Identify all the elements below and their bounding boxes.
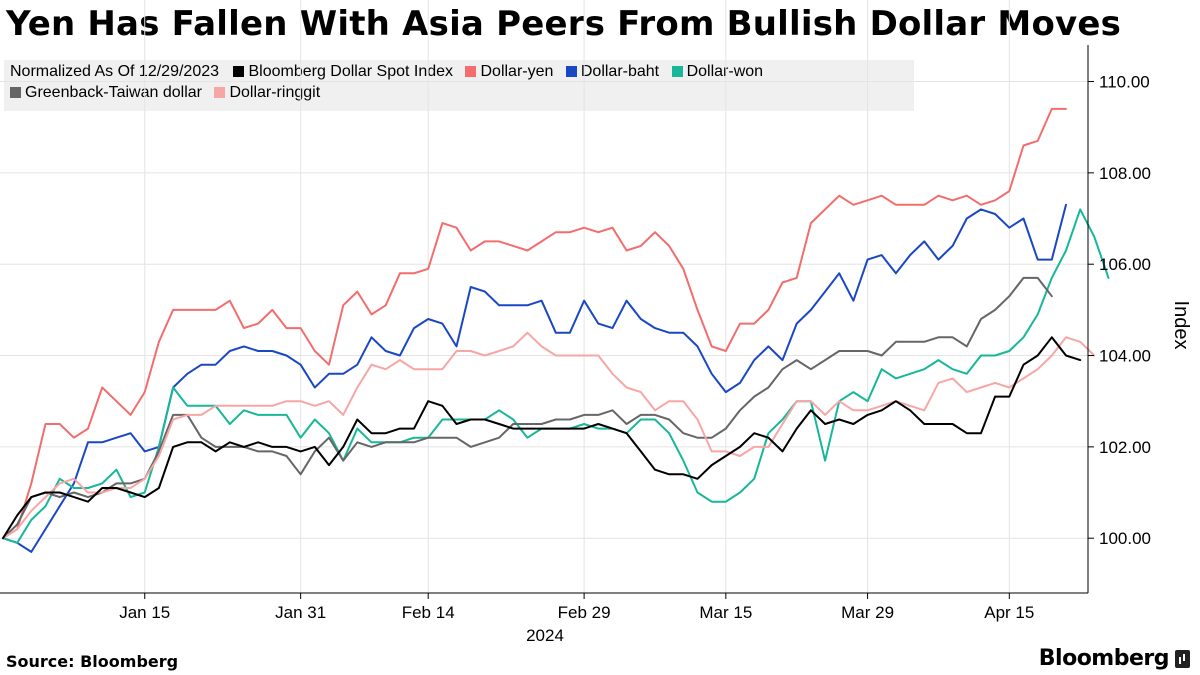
gridlines xyxy=(0,0,1088,593)
series-line-greenback-taiwan-dollar xyxy=(2,276,1053,540)
y-tick-label: 110.00 xyxy=(1099,73,1150,92)
y-tick-label: 100.00 xyxy=(1099,529,1151,548)
x-tick-label: Feb 29 xyxy=(558,603,611,622)
legend-item-taiwan-dollar: Greenback-Taiwan dollar xyxy=(10,84,202,102)
x-tick-label: Jan 15 xyxy=(119,603,170,622)
x-tick-label: Apr 15 xyxy=(984,603,1034,622)
y-tick-label: 104.00 xyxy=(1099,347,1151,366)
y-axis-label: Index xyxy=(1170,301,1192,350)
series-lines xyxy=(2,107,1110,553)
x-tick-label: Mar 29 xyxy=(841,603,894,622)
legend-item-dollar-spot: Bloomberg Dollar Spot Index xyxy=(233,63,453,81)
x-tick-label: Feb 14 xyxy=(402,603,455,622)
y-tick-label: 108.00 xyxy=(1099,164,1151,183)
axes: 100.00 102.00 104.00 106.00 108.00 110.00 Jan … xyxy=(0,45,1192,645)
legend-item-dollar-yen: Dollar-yen xyxy=(465,63,553,81)
series-line-dollar-won xyxy=(2,208,1110,544)
series-line-bloomberg-dollar-spot-index xyxy=(2,336,1082,540)
legend-label-dollar-spot: Bloomberg Dollar Spot Index xyxy=(248,63,454,80)
chart-title: Yen Has Fallen With Asia Peers From Bull… xyxy=(6,4,1122,44)
brand-name: Bloomberg xyxy=(1038,646,1170,671)
x-axis-label: 2024 xyxy=(526,626,564,645)
legend-label-dollar-baht: Dollar-baht xyxy=(580,63,660,80)
legend-swatch-taiwan-dollar xyxy=(10,87,21,98)
legend-prefix: Normalized As Of 12/29/2023 xyxy=(10,63,220,80)
legend-item-dollar-baht: Dollar-baht xyxy=(565,63,660,81)
legend-swatch-dollar-won xyxy=(671,66,683,77)
legend-item-dollar-won: Dollar-won xyxy=(671,63,764,81)
legend-swatch-dollar-spot xyxy=(233,66,245,77)
series-line-dollar-baht xyxy=(2,203,1067,553)
series-line-dollar-yen xyxy=(2,107,1067,540)
legend-item-dollar-ringgit: Dollar-ringgit xyxy=(214,84,320,102)
brand-mark-icon xyxy=(1175,649,1190,668)
y-tick-label: 106.00 xyxy=(1099,255,1151,274)
legend-label-dollar-won: Dollar-won xyxy=(686,63,764,80)
source-note: Source: Bloomberg xyxy=(6,652,179,671)
chart-legend: Normalized As Of 12/29/2023 Bloomberg Do… xyxy=(4,60,914,111)
brand-logo: Bloomberg xyxy=(1039,646,1190,671)
legend-row-1: Normalized As Of 12/29/2023 Bloomberg Do… xyxy=(10,63,771,81)
x-tick-label: Mar 15 xyxy=(699,603,752,622)
legend-label-dollar-ringgit: Dollar-ringgit xyxy=(229,84,321,101)
legend-swatch-dollar-baht xyxy=(565,66,577,77)
legend-row-2: Greenback-Taiwan dollar Dollar-ringgit xyxy=(10,84,328,102)
legend-label-taiwan-dollar: Greenback-Taiwan dollar xyxy=(25,84,202,101)
y-tick-label: 102.00 xyxy=(1099,438,1151,457)
legend-swatch-dollar-yen xyxy=(465,66,477,77)
legend-label-dollar-yen: Dollar-yen xyxy=(480,63,554,80)
series-line-dollar-ringgit xyxy=(2,331,1096,540)
legend-swatch-dollar-ringgit xyxy=(214,87,226,98)
x-tick-label: Jan 31 xyxy=(275,603,326,622)
